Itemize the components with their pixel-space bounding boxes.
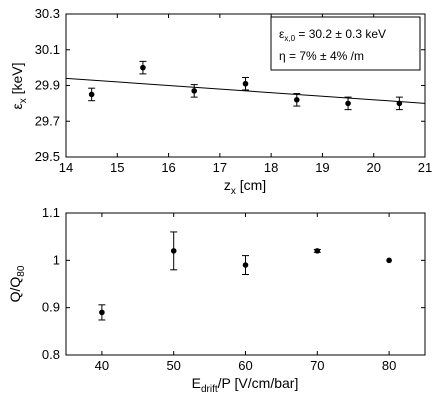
top-x-tick-label: 20	[366, 160, 380, 175]
x-axis-label-bottom: Edrift/P [V/cm/bar]	[192, 375, 299, 395]
top-data-point	[242, 80, 249, 87]
top-data-point	[345, 100, 351, 107]
bottom-x-tick-label: 80	[382, 358, 396, 373]
panel-charge-vs-field: 40 50 60 70 80 0.8 0.9 1 1.1 Q/Q80 Edrift/P [V/c…	[7, 205, 426, 395]
bottom-data-point	[99, 309, 105, 316]
panel-energy-vs-z: 14 15 16 17 18 19 20 21 29.5 29.7 29.9 30.1 30.3 εx,…	[9, 6, 432, 197]
bottom-y-tick-label: 0.9	[42, 300, 60, 315]
bottom-data-point	[170, 248, 177, 254]
bottom-data-point	[242, 262, 249, 268]
top-marks: 14 15 16 17 18 19 20 21 29.5 29.7 29.9 30.1 30.3	[35, 6, 433, 175]
bottom-y-tick-label: 1	[53, 252, 60, 267]
bottom-data-point	[314, 248, 321, 254]
top-x-tick-label: 17	[213, 160, 227, 175]
y-axis-label-top: εx [keV]	[9, 62, 29, 109]
top-data-point	[88, 91, 95, 98]
x-axis-label-top: zx [cm]	[224, 177, 266, 197]
top-x-tick-label: 18	[264, 160, 278, 175]
top-x-tick-label: 15	[110, 160, 124, 175]
annotation-line-1: εx,0 = 30.2 ± 0.3 keV	[279, 27, 386, 43]
top-fit-line	[65, 77, 426, 104]
top-y-tick-label: 29.5	[35, 149, 60, 164]
bottom-marks: 40 50 60 70 80 0.8 0.9 1 1.1	[42, 205, 425, 373]
top-data-point	[293, 97, 300, 103]
bottom-y-tick-label: 1.1	[42, 205, 60, 220]
bottom-x-tick-label: 50	[166, 358, 180, 373]
top-y-tick-label: 29.9	[35, 78, 60, 93]
bottom-x-tick-label: 70	[310, 358, 324, 373]
top-data-point	[140, 64, 146, 71]
top-x-tick-label: 16	[161, 160, 175, 175]
annotation-box: εx,0 = 30.2 ± 0.3 keV η = 7% ± 4% /m	[270, 16, 421, 71]
top-x-tick-label: 21	[418, 160, 432, 175]
annotation-line-2: η = 7% ± 4% /m	[279, 49, 364, 63]
top-y-tick-label: 30.1	[35, 42, 60, 57]
top-y-tick-label: 29.7	[35, 113, 60, 128]
bottom-y-tick-label: 0.8	[42, 347, 60, 362]
top-x-tick-label: 14	[59, 160, 73, 175]
top-y-tick-label: 30.3	[35, 6, 60, 21]
top-x-tick-label: 19	[315, 160, 329, 175]
annotation-frame	[270, 16, 421, 71]
bottom-x-tick-label: 60	[238, 358, 252, 373]
plot-frame-bottom	[65, 212, 426, 356]
top-data-point	[396, 100, 403, 107]
y-axis-label-bottom: Q/Q80	[7, 265, 27, 302]
bottom-x-tick-label: 40	[95, 358, 109, 373]
bottom-data-point	[386, 257, 392, 264]
top-data-point	[191, 88, 198, 94]
